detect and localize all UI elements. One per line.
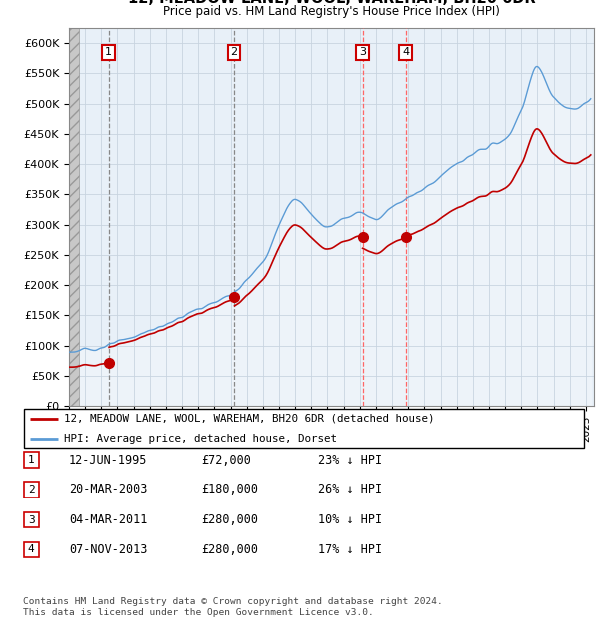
Text: 3: 3 <box>28 515 35 525</box>
Text: £180,000: £180,000 <box>201 484 258 496</box>
Text: 4: 4 <box>28 544 35 554</box>
Text: 20-MAR-2003: 20-MAR-2003 <box>69 484 148 496</box>
Text: £72,000: £72,000 <box>201 454 251 466</box>
Text: £280,000: £280,000 <box>201 513 258 526</box>
FancyBboxPatch shape <box>23 482 39 498</box>
Text: 2: 2 <box>230 48 238 58</box>
Text: 12, MEADOW LANE, WOOL, WAREHAM, BH20 6DR (detached house): 12, MEADOW LANE, WOOL, WAREHAM, BH20 6DR… <box>64 414 434 423</box>
Text: 10% ↓ HPI: 10% ↓ HPI <box>318 513 382 526</box>
Text: 23% ↓ HPI: 23% ↓ HPI <box>318 454 382 466</box>
Text: 1: 1 <box>28 455 35 465</box>
Text: Contains HM Land Registry data © Crown copyright and database right 2024.
This d: Contains HM Land Registry data © Crown c… <box>23 598 443 617</box>
Text: 26% ↓ HPI: 26% ↓ HPI <box>318 484 382 496</box>
Title: 12, MEADOW LANE, WOOL, WAREHAM, BH20 6DR: 12, MEADOW LANE, WOOL, WAREHAM, BH20 6DR <box>128 0 535 6</box>
Text: 3: 3 <box>359 48 366 58</box>
FancyBboxPatch shape <box>24 409 584 448</box>
FancyBboxPatch shape <box>23 541 39 557</box>
Text: 04-MAR-2011: 04-MAR-2011 <box>69 513 148 526</box>
Text: Price paid vs. HM Land Registry's House Price Index (HPI): Price paid vs. HM Land Registry's House … <box>163 6 500 19</box>
Text: 07-NOV-2013: 07-NOV-2013 <box>69 543 148 556</box>
Text: 4: 4 <box>402 48 409 58</box>
Text: £280,000: £280,000 <box>201 543 258 556</box>
Text: 2: 2 <box>28 485 35 495</box>
FancyBboxPatch shape <box>23 452 39 468</box>
FancyBboxPatch shape <box>23 512 39 528</box>
Text: HPI: Average price, detached house, Dorset: HPI: Average price, detached house, Dors… <box>64 434 337 444</box>
Text: 1: 1 <box>105 48 112 58</box>
Text: 12-JUN-1995: 12-JUN-1995 <box>69 454 148 466</box>
Bar <box>69 28 79 406</box>
Text: 17% ↓ HPI: 17% ↓ HPI <box>318 543 382 556</box>
